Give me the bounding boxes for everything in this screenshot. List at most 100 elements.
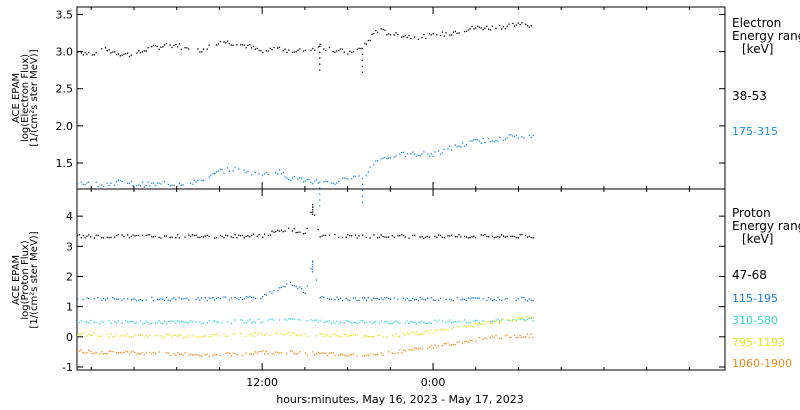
electron-data-point xyxy=(247,44,249,46)
electron-data-point xyxy=(180,48,182,50)
proton-data-point xyxy=(358,235,360,237)
proton-data-point xyxy=(399,349,401,351)
proton-data-point xyxy=(310,319,312,321)
electron-data-point xyxy=(319,63,321,65)
proton-data-point xyxy=(410,332,412,334)
proton-data-point xyxy=(134,298,136,300)
proton-data-point xyxy=(245,296,247,298)
proton-data-point xyxy=(521,336,523,338)
electron-data-point xyxy=(282,50,284,52)
proton-data-point xyxy=(473,326,475,328)
proton-data-point xyxy=(256,235,258,237)
proton-data-point xyxy=(141,234,144,237)
electron-data-point xyxy=(508,23,510,25)
proton-data-point xyxy=(384,297,386,299)
proton-data-point xyxy=(173,297,175,299)
electron-data-point xyxy=(361,201,364,203)
proton-data-point xyxy=(414,321,416,323)
electron-data-point xyxy=(256,47,258,50)
proton-data-point xyxy=(419,321,421,324)
proton-data-point xyxy=(145,234,147,236)
proton-data-point xyxy=(256,334,258,336)
proton-data-point xyxy=(295,232,297,234)
proton-data-point xyxy=(110,322,112,325)
proton-data-point xyxy=(299,335,301,337)
proton-data-point xyxy=(319,332,321,335)
proton-data-point xyxy=(326,354,329,357)
proton-data-point xyxy=(110,236,112,239)
proton-data-point xyxy=(452,327,455,329)
electron-data-point xyxy=(164,44,166,46)
proton-data-point xyxy=(532,299,534,302)
proton-data-point xyxy=(171,320,173,322)
electron-data-point xyxy=(88,181,90,183)
proton-data-point xyxy=(269,291,271,293)
proton-data-point xyxy=(202,236,205,238)
proton-data-point xyxy=(301,288,303,290)
proton-data-point xyxy=(312,268,314,270)
electron-data-point xyxy=(225,42,227,44)
electron-data-point xyxy=(217,43,219,45)
proton-data-point xyxy=(177,335,179,338)
electron-data-point xyxy=(101,184,103,186)
proton-data-point xyxy=(95,234,97,236)
proton-data-point xyxy=(280,286,282,289)
proton-data-point xyxy=(78,234,81,236)
proton-data-point xyxy=(334,233,336,236)
electron-data-point xyxy=(141,51,144,53)
proton-data-point xyxy=(330,322,332,324)
electron-data-point xyxy=(193,179,195,181)
electron-data-point xyxy=(478,140,481,142)
electron-data-point xyxy=(369,166,371,168)
proton-data-point xyxy=(138,334,140,337)
electron-data-point xyxy=(504,138,506,140)
proton-data-point xyxy=(262,334,264,336)
electron-data-point xyxy=(361,53,364,56)
electron-legend-units: [keV] xyxy=(742,42,773,56)
proton-data-point xyxy=(436,330,438,332)
proton-data-point xyxy=(489,336,492,339)
proton-data-point xyxy=(97,335,99,337)
proton-data-point xyxy=(343,322,345,324)
electron-data-point xyxy=(286,177,288,179)
proton-data-point xyxy=(169,334,171,337)
proton-data-point xyxy=(517,237,519,239)
electron-data-point xyxy=(143,186,145,188)
proton-data-point xyxy=(199,236,201,239)
proton-data-point xyxy=(430,322,432,324)
proton-data-point xyxy=(339,336,342,339)
proton-data-point xyxy=(369,336,371,338)
proton-data-point xyxy=(325,334,327,336)
proton-data-point xyxy=(289,334,292,336)
proton-data-point xyxy=(251,353,253,355)
proton-data-point xyxy=(143,354,145,356)
electron-data-point xyxy=(245,171,247,173)
proton-data-point xyxy=(375,354,377,356)
proton-data-point xyxy=(130,351,132,353)
electron-data-point xyxy=(178,182,181,185)
electron-data-point xyxy=(471,140,473,142)
proton-data-point xyxy=(312,211,314,213)
proton-data-point xyxy=(243,298,245,300)
proton-data-point xyxy=(428,346,431,348)
electron-data-point xyxy=(386,158,388,160)
proton-data-point xyxy=(241,319,244,321)
proton-data-point xyxy=(127,321,129,323)
electron-data-point xyxy=(506,25,508,27)
proton-data-point xyxy=(282,231,284,233)
electron-ytick-label: 2.0 xyxy=(56,120,74,133)
proton-data-point xyxy=(504,298,506,300)
proton-data-point xyxy=(347,335,349,337)
proton-data-point xyxy=(412,331,414,333)
electron-data-point xyxy=(149,185,151,187)
proton-data-point xyxy=(382,354,384,356)
proton-data-point xyxy=(384,320,386,323)
electron-data-point xyxy=(341,48,344,50)
proton-data-point xyxy=(523,318,525,321)
proton-data-point xyxy=(432,299,434,301)
proton-data-point xyxy=(343,354,345,356)
proton-data-point xyxy=(239,332,242,335)
electron-data-point xyxy=(352,175,355,177)
proton-data-point xyxy=(364,322,366,324)
electron-data-point xyxy=(423,33,425,36)
